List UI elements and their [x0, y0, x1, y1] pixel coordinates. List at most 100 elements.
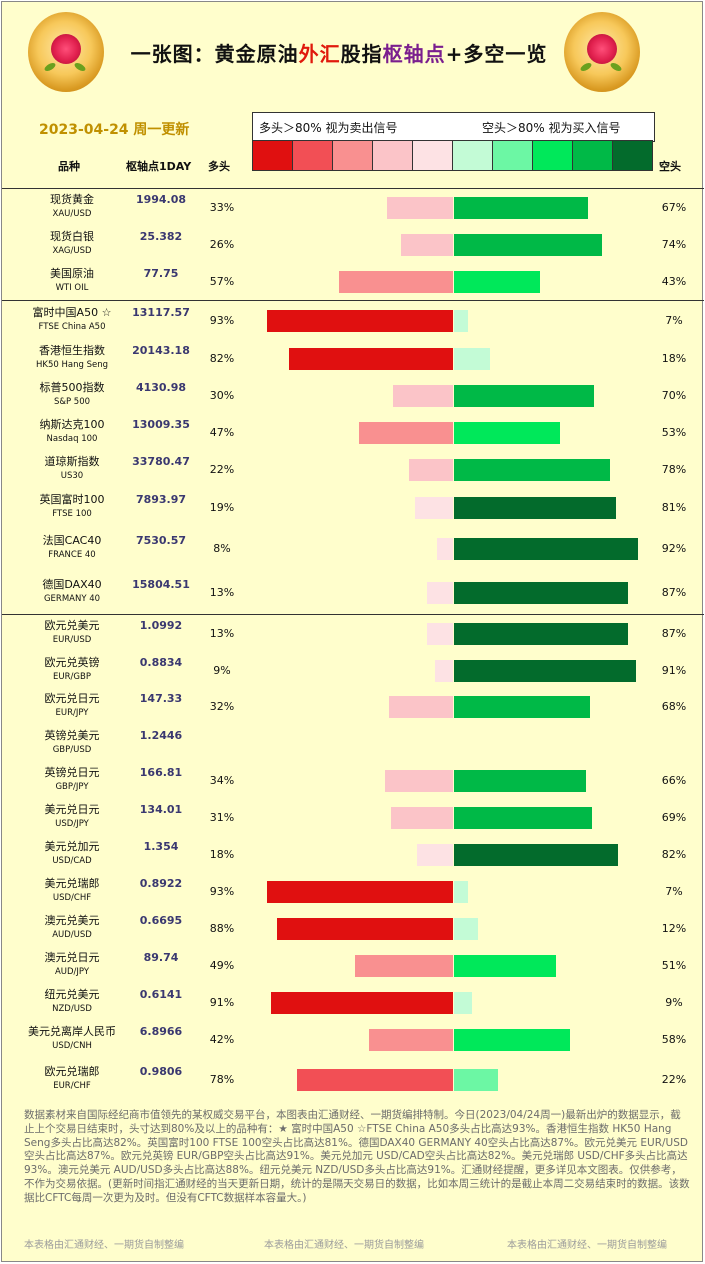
- short-bar: [454, 696, 590, 718]
- long-percent: 93%: [209, 884, 235, 898]
- short-bar: [454, 917, 478, 940]
- instrument-name: 欧元兑日元 EUR/JPY: [16, 692, 128, 720]
- table-row: 欧元兑瑞郎 EUR/CHF 0.9806 78% 22%: [2, 1058, 704, 1102]
- instrument-name-cn: 澳元兑日元: [44, 950, 100, 964]
- pivot-value: 4130.98: [135, 380, 187, 394]
- instrument-name-cn: 美元兑离岸人民币: [28, 1024, 116, 1038]
- short-percent: 66%: [661, 773, 687, 787]
- pivot-value: 1.0992: [139, 618, 183, 632]
- group-separator: [2, 614, 704, 615]
- instrument-name: 澳元兑日元 AUD/JPY: [16, 951, 128, 979]
- pivot-value: 147.33: [139, 692, 183, 705]
- instrument-name: 标普500指数 S&P 500: [16, 381, 128, 409]
- long-percent: 30%: [209, 388, 235, 402]
- table-row: 法国CAC40 FRANCE 40 7530.57 8% 92%: [2, 527, 704, 571]
- long-percent: 18%: [209, 847, 235, 861]
- instrument-name: 美元兑加元 USD/CAD: [16, 840, 128, 868]
- scale-swatch: [413, 141, 453, 170]
- short-percent: 69%: [661, 810, 687, 824]
- column-header-short: 空头: [659, 160, 681, 173]
- long-percent: 93%: [209, 313, 235, 327]
- instrument-name: 美元兑瑞郎 USD/CHF: [16, 877, 128, 905]
- instrument-name-en: GBP/JPY: [55, 781, 89, 792]
- long-bar: [401, 233, 453, 256]
- scale-swatch: [293, 141, 333, 170]
- short-bar: [454, 622, 628, 645]
- scale-swatch: [453, 141, 493, 170]
- long-bar: [387, 197, 453, 219]
- long-bar: [289, 347, 453, 370]
- pivot-value: 1994.08: [135, 193, 187, 206]
- pivot-value: 1.2446: [139, 728, 183, 742]
- group-separator: [2, 300, 704, 301]
- long-bar: [393, 384, 453, 407]
- instrument-name-cn: 英镑兑日元: [44, 765, 100, 779]
- instrument-name-en: USD/CHF: [52, 892, 92, 903]
- long-percent: 8%: [213, 542, 231, 555]
- instrument-name-cn: 英国富时100: [39, 492, 105, 506]
- long-percent: 26%: [209, 237, 235, 251]
- short-percent: 9%: [665, 995, 683, 1009]
- short-bar: [454, 538, 638, 560]
- pivot-value: 7893.97: [135, 492, 187, 506]
- pivot-value: 25.382: [139, 229, 183, 243]
- instrument-name-cn: 英镑兑美元: [44, 728, 100, 742]
- pivot-value: 89.74: [143, 950, 179, 964]
- long-bar: [437, 538, 453, 560]
- short-percent: 53%: [661, 425, 687, 439]
- instrument-name: 香港恒生指数 HK50 Hang Seng: [16, 344, 128, 372]
- instrument-name-en: AUD/JPY: [54, 966, 90, 977]
- long-percent: 34%: [209, 773, 235, 787]
- short-bar: [454, 1069, 498, 1091]
- instrument-name: 纳斯达克100 Nasdaq 100: [16, 418, 128, 446]
- long-percent: 57%: [209, 274, 235, 288]
- short-percent: 74%: [661, 237, 687, 251]
- instrument-name: 德国DAX40 GERMANY 40: [16, 578, 128, 606]
- watermark-center: 本表格由汇通财经、一期货自制整编: [264, 1240, 424, 1251]
- short-bar: [454, 309, 468, 332]
- instrument-name-cn: 标普500指数: [39, 380, 105, 394]
- instrument-name-cn: 澳元兑美元: [44, 913, 100, 927]
- long-bar: [267, 880, 453, 903]
- short-percent: 81%: [661, 500, 687, 514]
- short-bar: [454, 270, 540, 293]
- pivot-value: 0.6141: [139, 987, 183, 1001]
- long-bar: [385, 769, 453, 792]
- short-percent: 7%: [665, 884, 683, 898]
- short-bar: [454, 197, 588, 219]
- instrument-name: 美国原油 WTI OIL: [16, 267, 128, 295]
- long-percent: 19%: [209, 500, 235, 514]
- instrument-name: 澳元兑美元 AUD/USD: [16, 914, 128, 942]
- instrument-name-en: USD/CAD: [52, 855, 92, 866]
- short-bar: [454, 769, 586, 792]
- instrument-name: 法国CAC40 FRANCE 40: [16, 534, 128, 562]
- instrument-name-en: AUD/USD: [52, 929, 92, 940]
- pivot-value: 0.6695: [139, 913, 183, 927]
- long-percent: 22%: [209, 462, 235, 476]
- instrument-name-cn: 富时中国A50 ☆: [32, 305, 112, 319]
- long-bar: [339, 270, 453, 293]
- instrument-name: 欧元兑英镑 EUR/GBP: [16, 656, 128, 684]
- instrument-name-cn: 香港恒生指数: [39, 343, 105, 357]
- long-percent: 91%: [209, 995, 235, 1009]
- instrument-name: 美元兑日元 USD/JPY: [16, 803, 128, 831]
- short-percent: 87%: [661, 586, 687, 599]
- scale-swatch: [533, 141, 573, 170]
- instrument-name-cn: 美元兑加元: [44, 839, 100, 853]
- pivot-value: 1.354: [143, 839, 179, 853]
- instrument-name-en: HK50 Hang Seng: [36, 359, 108, 370]
- long-percent: 32%: [209, 700, 235, 713]
- table-row: 澳元兑日元 AUD/JPY 89.74 49% 51%: [2, 947, 704, 984]
- long-bar: [369, 1028, 453, 1051]
- instrument-name-en: Nasdaq 100: [46, 433, 98, 444]
- table-row: 标普500指数 S&P 500 4130.98 30% 70%: [2, 377, 704, 414]
- instrument-name: 美元兑离岸人民币 USD/CNH: [16, 1025, 128, 1053]
- short-bar: [454, 347, 490, 370]
- table-row: 英国富时100 FTSE 100 7893.97 19% 81%: [2, 488, 704, 527]
- table-row: 美元兑日元 USD/JPY 134.01 31% 69%: [2, 799, 704, 836]
- right-rose-logo-icon: [564, 12, 640, 92]
- long-percent: 42%: [209, 1032, 235, 1046]
- instrument-name-en: XAU/USD: [52, 209, 92, 219]
- short-percent: 78%: [661, 462, 687, 476]
- instrument-name-en: EUR/JPY: [55, 708, 89, 718]
